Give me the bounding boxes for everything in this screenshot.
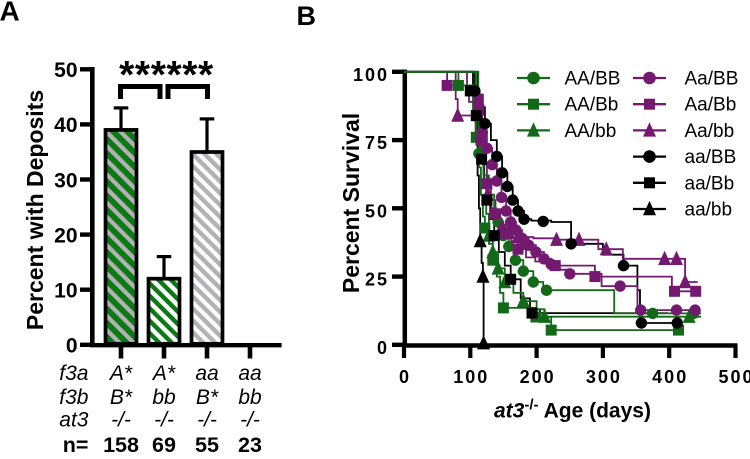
svg-text:aa/Bb: aa/Bb [685,173,735,194]
svg-text:aa: aa [238,362,261,385]
svg-text:20: 20 [54,224,77,247]
svg-text:aa/BB: aa/BB [685,147,737,168]
svg-text:100: 100 [453,367,489,387]
svg-text:n=: n= [63,433,89,454]
svg-text:AA/bb: AA/bb [565,121,617,142]
svg-text:55: 55 [195,433,219,454]
svg-text:50: 50 [54,59,77,82]
svg-text:at3-/- Age (days): at3-/- Age (days) [494,397,651,423]
svg-text:25: 25 [365,270,389,290]
svg-text:40: 40 [54,114,77,137]
svg-text:23: 23 [238,433,262,454]
svg-text:0: 0 [399,367,411,387]
svg-text:******: ****** [119,54,214,97]
svg-text:500: 500 [718,367,750,387]
svg-text:Aa/Bb: Aa/Bb [685,95,737,116]
svg-text:50: 50 [365,201,389,221]
svg-text:200: 200 [520,367,556,387]
svg-text:300: 300 [586,367,622,387]
svg-text:f3a: f3a [59,362,88,385]
svg-text:bb: bb [238,386,262,409]
svg-text:Percent with Deposits: Percent with Deposits [22,90,48,330]
svg-text:-/-: -/- [240,409,260,432]
svg-text:at3: at3 [59,409,89,432]
svg-text:0: 0 [66,335,78,358]
svg-text:A*: A* [108,362,133,385]
svg-text:-/-: -/- [154,409,174,432]
svg-text:100: 100 [353,65,389,85]
svg-text:69: 69 [152,433,176,454]
svg-text:B*: B* [110,386,133,409]
svg-text:f3b: f3b [59,386,89,409]
svg-text:Aa/BB: Aa/BB [685,69,739,90]
svg-text:B*: B* [196,386,219,409]
svg-text:A*: A* [151,362,176,385]
svg-text:AA/BB: AA/BB [565,69,621,90]
svg-text:Aa/bb: Aa/bb [685,121,735,142]
svg-text:Percent Survival: Percent Survival [338,113,364,293]
svg-text:10: 10 [54,280,77,303]
svg-text:0: 0 [377,338,389,358]
svg-text:400: 400 [652,367,688,387]
svg-text:-/-: -/- [197,409,217,432]
svg-text:aa/bb: aa/bb [685,200,733,221]
svg-text:A: A [0,0,20,27]
svg-text:bb: bb [152,386,176,409]
svg-text:aa: aa [195,362,218,385]
svg-text:75: 75 [365,133,389,153]
svg-text:B: B [297,1,317,31]
svg-text:-/-: -/- [111,409,131,432]
svg-text:158: 158 [103,433,139,454]
svg-text:30: 30 [54,169,77,192]
svg-text:AA/Bb: AA/Bb [565,95,619,116]
